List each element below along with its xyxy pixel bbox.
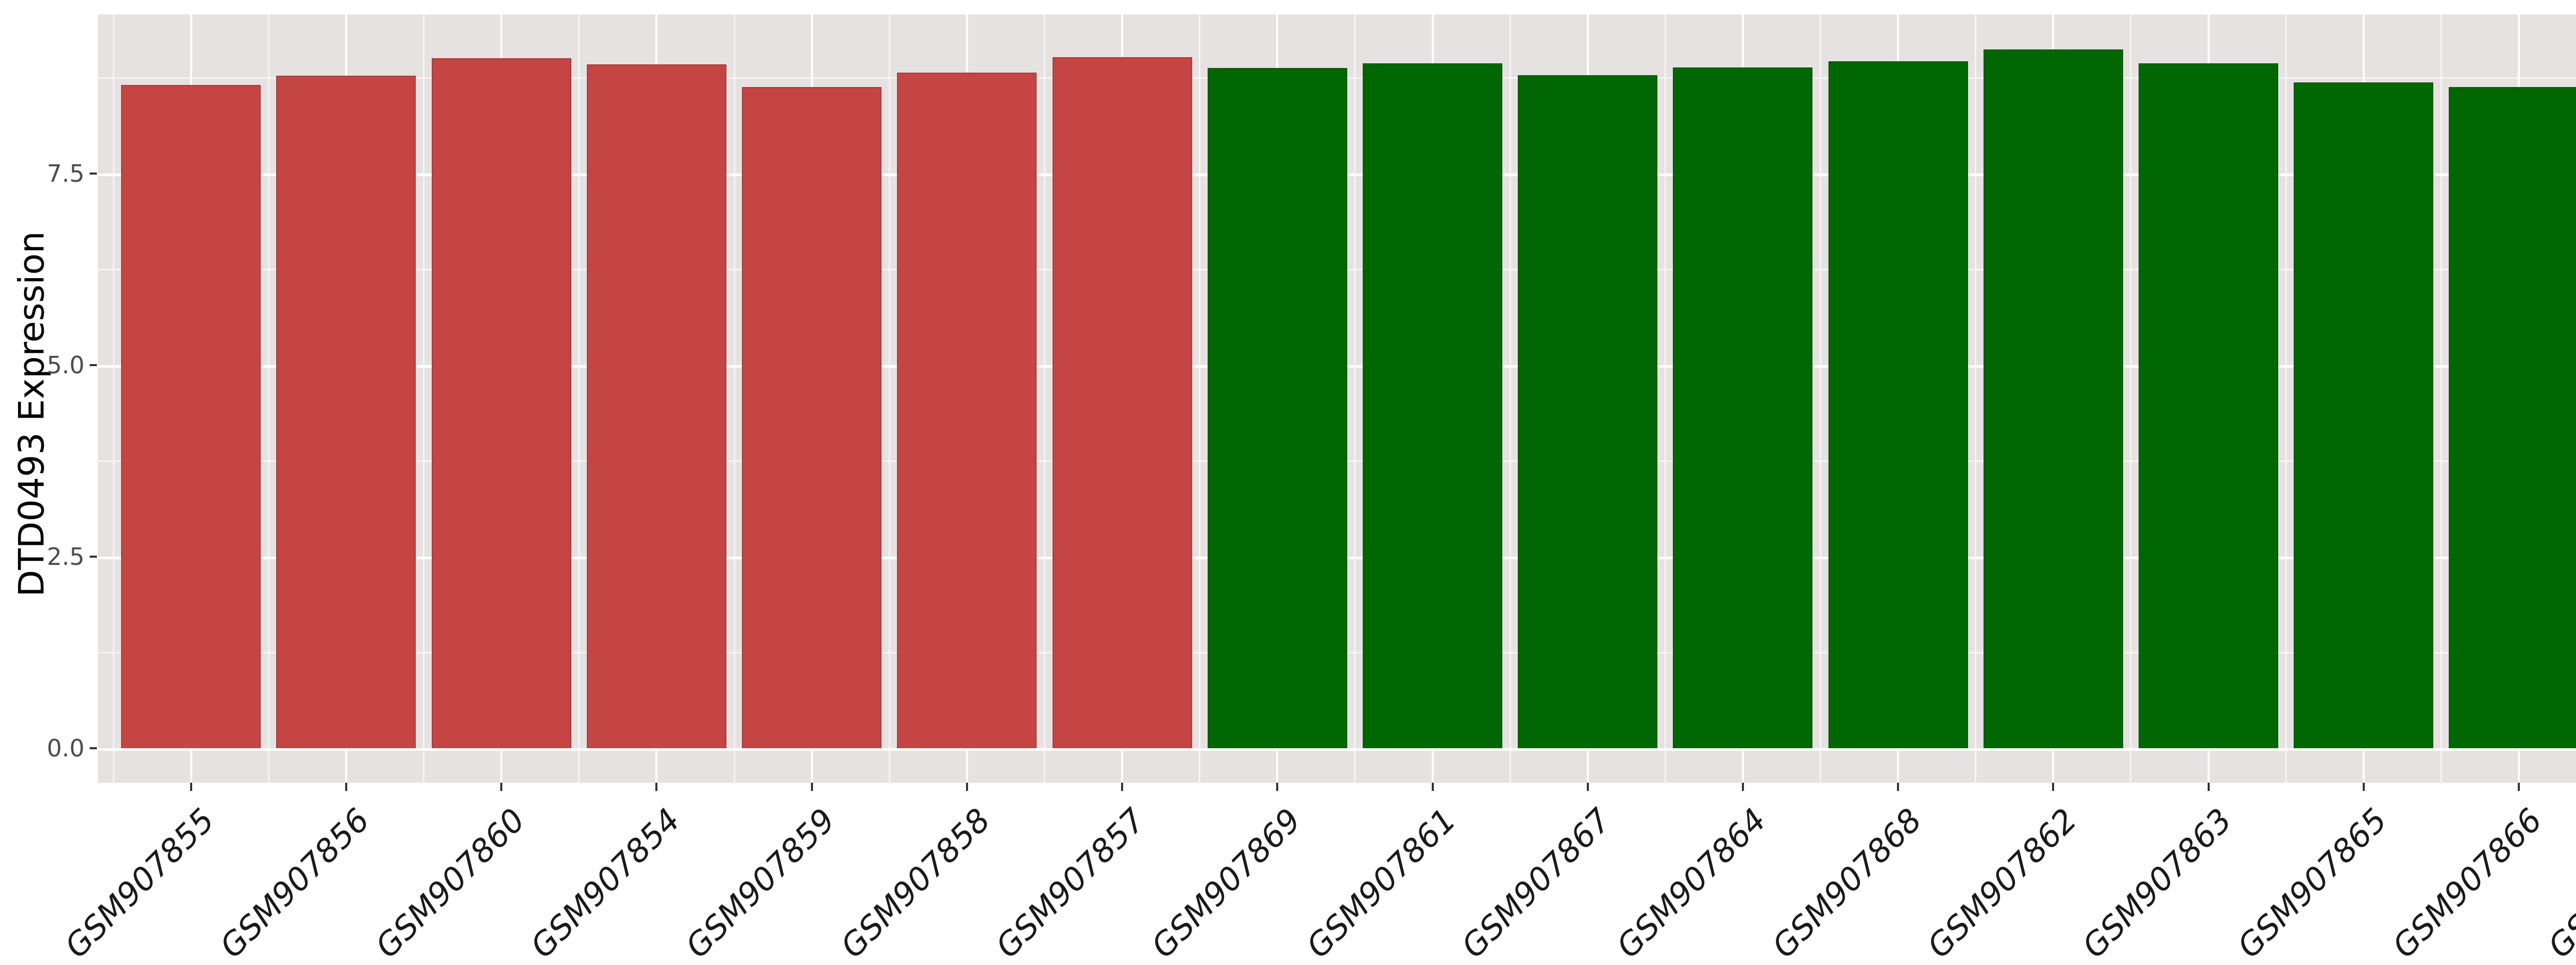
x-tick-label-GSM907860: GSM907860 bbox=[367, 801, 532, 965]
bar-GSM907857 bbox=[1052, 57, 1192, 749]
x-tick-label-GSM907861: GSM907861 bbox=[1299, 801, 1463, 965]
major-gridline-y bbox=[98, 748, 2576, 751]
y-tick-label: 5.0 bbox=[46, 351, 84, 380]
x-tick-label-GSM907859: GSM907859 bbox=[678, 801, 843, 965]
x-tick-mark bbox=[1431, 783, 1434, 791]
bar-GSM907863 bbox=[2139, 63, 2279, 749]
minor-gridline-x bbox=[2440, 14, 2442, 783]
x-tick-mark bbox=[2207, 783, 2210, 791]
bar-GSM907868 bbox=[1828, 61, 1968, 749]
bar-GSM907867 bbox=[1518, 75, 1658, 749]
x-tick-mark bbox=[965, 783, 968, 791]
bar-GSM907860 bbox=[431, 58, 571, 749]
y-tick-label: 2.5 bbox=[46, 543, 84, 571]
bar-GSM907859 bbox=[742, 87, 882, 749]
minor-gridline-x bbox=[1043, 14, 1045, 783]
x-tick-mark bbox=[500, 783, 503, 791]
bar-GSM907854 bbox=[586, 64, 726, 749]
minor-gridline-x bbox=[2130, 14, 2132, 783]
x-tick-label-GSM907864: GSM907864 bbox=[1609, 801, 1774, 965]
x-tick-label-GSM907855: GSM907855 bbox=[57, 801, 222, 965]
minor-gridline-x bbox=[1975, 14, 1977, 783]
bar-GSM907866 bbox=[2449, 87, 2576, 749]
y-tick-mark bbox=[90, 556, 97, 558]
minor-gridline-x bbox=[1509, 14, 1511, 783]
minor-gridline-x bbox=[733, 14, 735, 783]
x-tick-mark bbox=[1586, 783, 1589, 791]
bar-GSM907858 bbox=[897, 73, 1037, 749]
bar-GSM907864 bbox=[1673, 67, 1813, 749]
x-tick-label-GSM907867: GSM907867 bbox=[1454, 801, 1619, 965]
y-tick-mark bbox=[90, 364, 97, 367]
y-tick-label: 0.0 bbox=[46, 734, 84, 763]
minor-gridline-x bbox=[267, 14, 269, 783]
x-tick-mark bbox=[1897, 783, 1900, 791]
minor-gridline-x bbox=[888, 14, 890, 783]
bar-GSM907865 bbox=[2294, 82, 2434, 749]
x-tick-label-GSM907858: GSM907858 bbox=[833, 801, 998, 965]
bar-GSM907855 bbox=[121, 84, 261, 749]
minor-gridline-x bbox=[112, 14, 114, 783]
minor-gridline-x bbox=[578, 14, 580, 783]
x-tick-mark bbox=[810, 783, 813, 791]
x-tick-mark bbox=[655, 783, 658, 791]
y-axis-title: DTD0493 Expression bbox=[11, 231, 53, 597]
x-tick-label-GSM907863: GSM907863 bbox=[2075, 801, 2239, 965]
x-tick-mark bbox=[1121, 783, 1124, 791]
minor-gridline-x bbox=[1199, 14, 1201, 783]
x-tick-label-GSM907866: GSM907866 bbox=[2385, 801, 2550, 965]
y-tick-mark bbox=[90, 747, 97, 750]
x-tick-mark bbox=[2362, 783, 2365, 791]
minor-gridline-x bbox=[2285, 14, 2287, 783]
y-tick-label: 7.5 bbox=[46, 160, 84, 188]
x-tick-label-GSM907856: GSM907856 bbox=[212, 801, 377, 965]
x-tick-mark bbox=[345, 783, 347, 791]
x-tick-mark bbox=[1741, 783, 1744, 791]
x-tick-label-GSM907865: GSM907865 bbox=[2230, 801, 2395, 965]
x-tick-mark bbox=[190, 783, 192, 791]
minor-gridline-x bbox=[1664, 14, 1666, 783]
bar-GSM907869 bbox=[1207, 68, 1347, 749]
x-tick-label-GSM907862: GSM907862 bbox=[1920, 801, 2084, 965]
x-tick-label-GSM907854: GSM907854 bbox=[523, 801, 687, 965]
minor-gridline-x bbox=[423, 14, 425, 783]
plot-panel bbox=[98, 14, 2576, 783]
x-tick-mark bbox=[2052, 783, 2055, 791]
x-tick-mark bbox=[1276, 783, 1279, 791]
x-tick-label-GSM907857: GSM907857 bbox=[988, 801, 1153, 965]
bar-chart: DTD0493 Expression 0.0 2.5 5.0 7.5 GSM907855… bbox=[11, 14, 2576, 965]
bar-GSM907856 bbox=[276, 76, 416, 749]
x-tick-label-GSM907868: GSM907868 bbox=[1764, 801, 1929, 965]
bar-GSM907862 bbox=[1983, 49, 2123, 749]
minor-gridline-x bbox=[1820, 14, 1822, 783]
x-tick-mark bbox=[2518, 783, 2520, 791]
bar-GSM907861 bbox=[1362, 63, 1503, 749]
minor-gridline-x bbox=[1354, 14, 1356, 783]
x-tick-label-GSM907869: GSM907869 bbox=[1144, 801, 1308, 965]
y-tick-mark bbox=[90, 173, 97, 175]
